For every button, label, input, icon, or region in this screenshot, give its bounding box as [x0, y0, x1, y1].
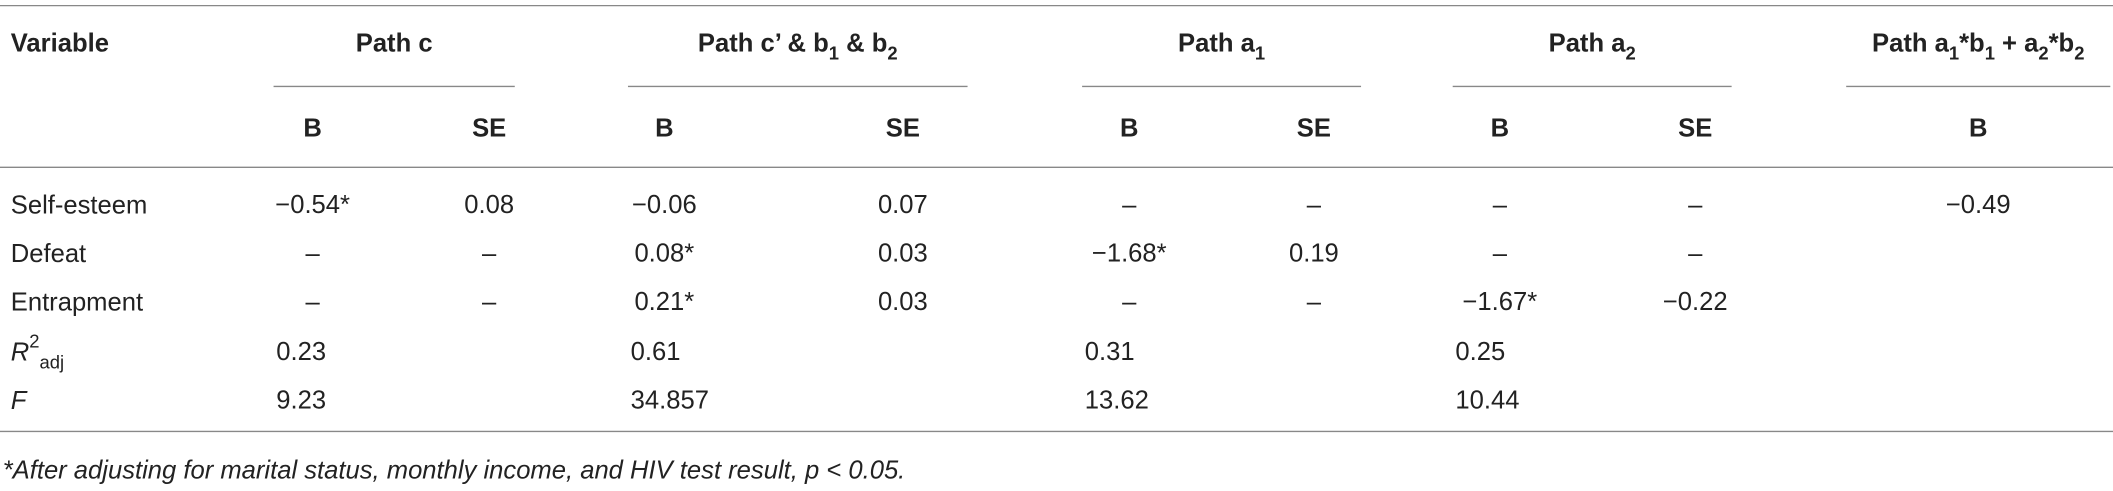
cell: 0.08: [464, 191, 514, 219]
text-segment: + a: [1995, 29, 2039, 57]
cell: −0.06: [632, 191, 697, 219]
cell: 0.31: [1085, 338, 1135, 366]
group-header: Path a2: [1549, 29, 1636, 64]
group-header: Path a1*b1 + a2*b2: [1872, 29, 2084, 64]
group-header: Path c’ & b1 & b2: [698, 29, 898, 64]
cell: −0.49: [1946, 191, 2011, 219]
cell: 9.23: [276, 387, 326, 415]
cell: –: [306, 240, 321, 268]
column-header: B: [303, 114, 321, 142]
cell: –: [1493, 191, 1508, 219]
column-header: SE: [1297, 114, 1331, 142]
cell: 0.07: [878, 191, 928, 219]
subscript: 2: [2074, 43, 2084, 64]
cell: −0.22: [1663, 288, 1728, 316]
cell: 0.03: [878, 288, 928, 316]
cell: 34.857: [631, 387, 709, 415]
text-segment: Path c: [356, 29, 433, 57]
column-header: B: [1491, 114, 1509, 142]
row-label: Self-esteem: [11, 191, 148, 219]
row-label: R2adj: [11, 331, 64, 373]
cell: –: [482, 288, 497, 316]
cell: 0.19: [1289, 240, 1339, 268]
cell: 0.61: [631, 338, 681, 366]
cell: –: [482, 240, 497, 268]
column-header: B: [1969, 114, 1987, 142]
text-segment: Path a: [1872, 29, 1950, 57]
row-label: F: [11, 387, 28, 415]
superscript: 2: [29, 331, 39, 352]
cell: 0.03: [878, 240, 928, 268]
group-header: Path c: [356, 29, 433, 57]
row-label: Defeat: [11, 240, 86, 268]
subscript: 1: [1949, 43, 1959, 64]
column-header: B: [655, 114, 673, 142]
subscript: 2: [887, 43, 897, 64]
cell: –: [1688, 240, 1703, 268]
cell: −1.68*: [1092, 240, 1167, 268]
text-segment: *b: [1959, 29, 1985, 57]
cell: 0.21*: [634, 288, 694, 316]
cell: 0.23: [276, 338, 326, 366]
text-segment: Defeat: [11, 240, 86, 268]
group-header: Path a1: [1178, 29, 1265, 64]
text-segment: *b: [2049, 29, 2075, 57]
cell: –: [1688, 191, 1703, 219]
cell: –: [306, 288, 321, 316]
cell: –: [1493, 240, 1508, 268]
column-header: SE: [1678, 114, 1712, 142]
cell: –: [1307, 288, 1322, 316]
cell: 10.44: [1455, 387, 1519, 415]
subscript: 1: [829, 43, 839, 64]
text-segment: F: [11, 387, 28, 415]
cell: −1.67*: [1462, 288, 1537, 316]
header-variable: Variable: [11, 29, 109, 57]
cell: –: [1122, 288, 1137, 316]
footnote: *After adjusting for marital status, mon…: [3, 457, 906, 485]
cell: –: [1307, 191, 1322, 219]
text-segment: Self-esteem: [11, 191, 148, 219]
cell: 0.25: [1455, 338, 1505, 366]
column-header: SE: [886, 114, 920, 142]
text-segment: Path a: [1549, 29, 1627, 57]
text-segment: Path c’ & b: [698, 29, 829, 57]
column-header: SE: [472, 114, 506, 142]
cell: 0.08*: [634, 240, 694, 268]
subscript: adj: [40, 352, 65, 373]
subscript: 2: [1625, 43, 1635, 64]
subscript: 2: [2038, 43, 2048, 64]
cell: 13.62: [1085, 387, 1149, 415]
text-segment: Entrapment: [11, 288, 143, 316]
row-label: Entrapment: [11, 288, 143, 316]
text-segment: R: [11, 338, 29, 366]
column-header: B: [1120, 114, 1138, 142]
text-segment: & b: [839, 29, 887, 57]
subscript: 1: [1255, 43, 1265, 64]
subscript: 1: [1985, 43, 1995, 64]
cell: –: [1122, 191, 1137, 219]
cell: −0.54*: [275, 191, 350, 219]
text-segment: Path a: [1178, 29, 1256, 57]
